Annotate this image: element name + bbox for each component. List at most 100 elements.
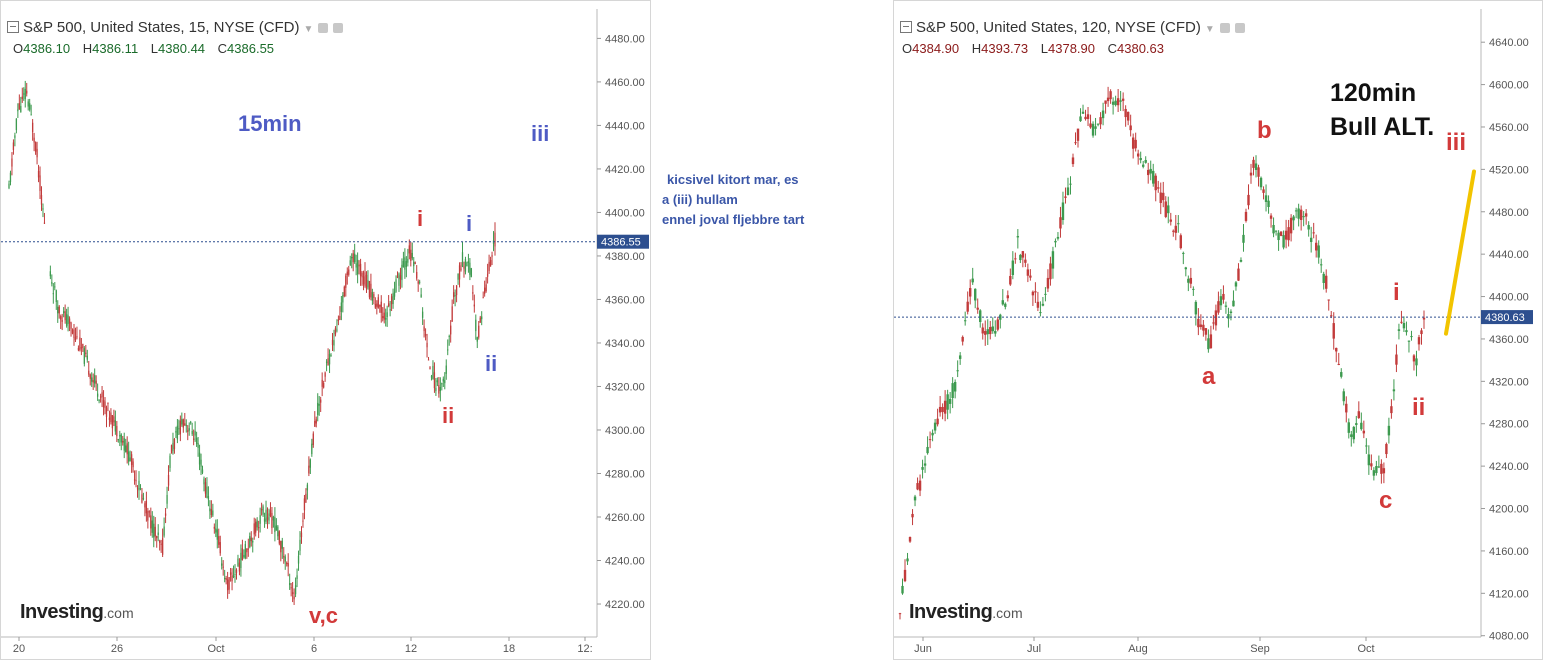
close-icon[interactable]	[333, 23, 344, 33]
candle-body	[268, 513, 270, 521]
candle-body	[33, 137, 35, 143]
candle-body	[51, 281, 53, 284]
candle-body	[18, 103, 20, 110]
candle-body	[933, 422, 937, 431]
candle-body	[308, 465, 310, 474]
candle-body	[29, 103, 31, 110]
candle-body	[96, 393, 99, 397]
low-label: L	[150, 41, 159, 56]
candle-body	[147, 510, 149, 521]
candle-body	[226, 579, 229, 591]
chevron-down-icon[interactable]: ▼	[1204, 24, 1215, 35]
candle-body	[1189, 277, 1193, 284]
candle-body	[1109, 91, 1112, 100]
settings-icon[interactable]	[1219, 23, 1230, 33]
candle-body	[120, 434, 122, 443]
candle-body	[1009, 275, 1012, 285]
candle-body	[144, 503, 146, 508]
candle-body	[1001, 300, 1004, 305]
candle-body	[253, 523, 255, 535]
candle-body	[348, 269, 350, 275]
candle-body	[102, 400, 105, 408]
candle-body	[1224, 305, 1228, 307]
candle-body	[198, 452, 201, 465]
candle-body	[1382, 468, 1386, 474]
candle-body	[278, 531, 280, 544]
candle-body	[1141, 164, 1145, 167]
candle-body	[31, 122, 34, 133]
candle-body	[1046, 277, 1050, 289]
candle-body	[1320, 264, 1323, 266]
y-tick-label: 4300.00	[605, 425, 645, 437]
candle-body	[963, 320, 967, 322]
candle-body	[169, 455, 171, 468]
candle-body	[1152, 170, 1155, 184]
candle-body	[325, 361, 328, 363]
candle-body	[1051, 251, 1055, 269]
candle-body	[383, 312, 385, 320]
candle-body	[210, 509, 213, 515]
close-value: 4386.55	[227, 41, 275, 56]
brand-main: Investing	[909, 601, 993, 623]
candle-body	[387, 303, 390, 307]
y-tick-label: 4640.00	[1489, 37, 1529, 49]
candle-body	[444, 380, 446, 384]
candle-body	[485, 284, 487, 292]
candle-body	[931, 432, 934, 436]
candle-body	[39, 175, 41, 191]
chart-canvas-120min[interactable]: 4080.00 4120.00 4160.00 4200.00 4240.00 4280.…	[894, 1, 1544, 661]
candle-body	[334, 328, 337, 335]
candle-body	[290, 587, 292, 589]
candle-body	[390, 296, 393, 305]
candle-body	[478, 325, 480, 338]
candle-body	[107, 402, 109, 404]
candle-body	[1279, 231, 1283, 236]
candle-body	[333, 340, 335, 346]
candle-body	[153, 523, 155, 538]
candle-body	[1184, 267, 1188, 270]
candle-body	[1217, 301, 1220, 313]
candle-body	[463, 266, 465, 269]
y-tick-label: 4240.00	[605, 556, 645, 568]
candle-body	[203, 478, 205, 485]
candle-body	[142, 498, 145, 500]
candle-body	[240, 552, 242, 568]
candle-body	[382, 316, 384, 319]
collapse-icon[interactable]	[7, 21, 19, 33]
candle-body	[951, 383, 954, 399]
candle-body	[1307, 225, 1310, 230]
annotation-bull-alt: Bull ALT.	[1330, 113, 1435, 141]
x-tick-label: Jul	[1027, 643, 1041, 655]
candle-body	[481, 316, 483, 320]
candle-body	[314, 420, 316, 427]
candle-body	[1340, 372, 1343, 377]
annotation-wave-i-blue: i	[466, 211, 473, 236]
chart-canvas-15min[interactable]: 4220.00 4240.00 4260.00 4280.00 4300.00 4320.…	[1, 1, 652, 661]
candle-body	[281, 540, 283, 549]
candle-body	[430, 376, 433, 378]
candle-body	[1287, 227, 1290, 241]
settings-icon[interactable]	[318, 23, 329, 33]
open-label: O	[13, 41, 24, 56]
collapse-icon[interactable]	[900, 21, 912, 33]
candle-body	[1104, 100, 1107, 104]
close-icon[interactable]	[1234, 23, 1245, 33]
candle-body	[1254, 163, 1258, 170]
candle-body	[1039, 312, 1042, 314]
candle-body	[1417, 337, 1421, 345]
y-tick-label: 4080.00	[1489, 631, 1529, 643]
candle-body	[101, 392, 103, 398]
chevron-down-icon[interactable]: ▼	[303, 24, 314, 35]
trend-line	[1444, 169, 1476, 336]
candle-body	[63, 311, 65, 314]
candle-body	[460, 268, 462, 270]
candle-body	[1099, 117, 1102, 125]
candle-body	[94, 375, 96, 384]
candle-body	[1207, 338, 1210, 350]
candle-body	[1091, 123, 1095, 136]
candle-body	[401, 264, 403, 281]
candle-body	[491, 255, 493, 257]
candle-body	[386, 312, 388, 318]
x-tick-label: 12	[405, 643, 417, 655]
candle-body	[457, 273, 459, 280]
